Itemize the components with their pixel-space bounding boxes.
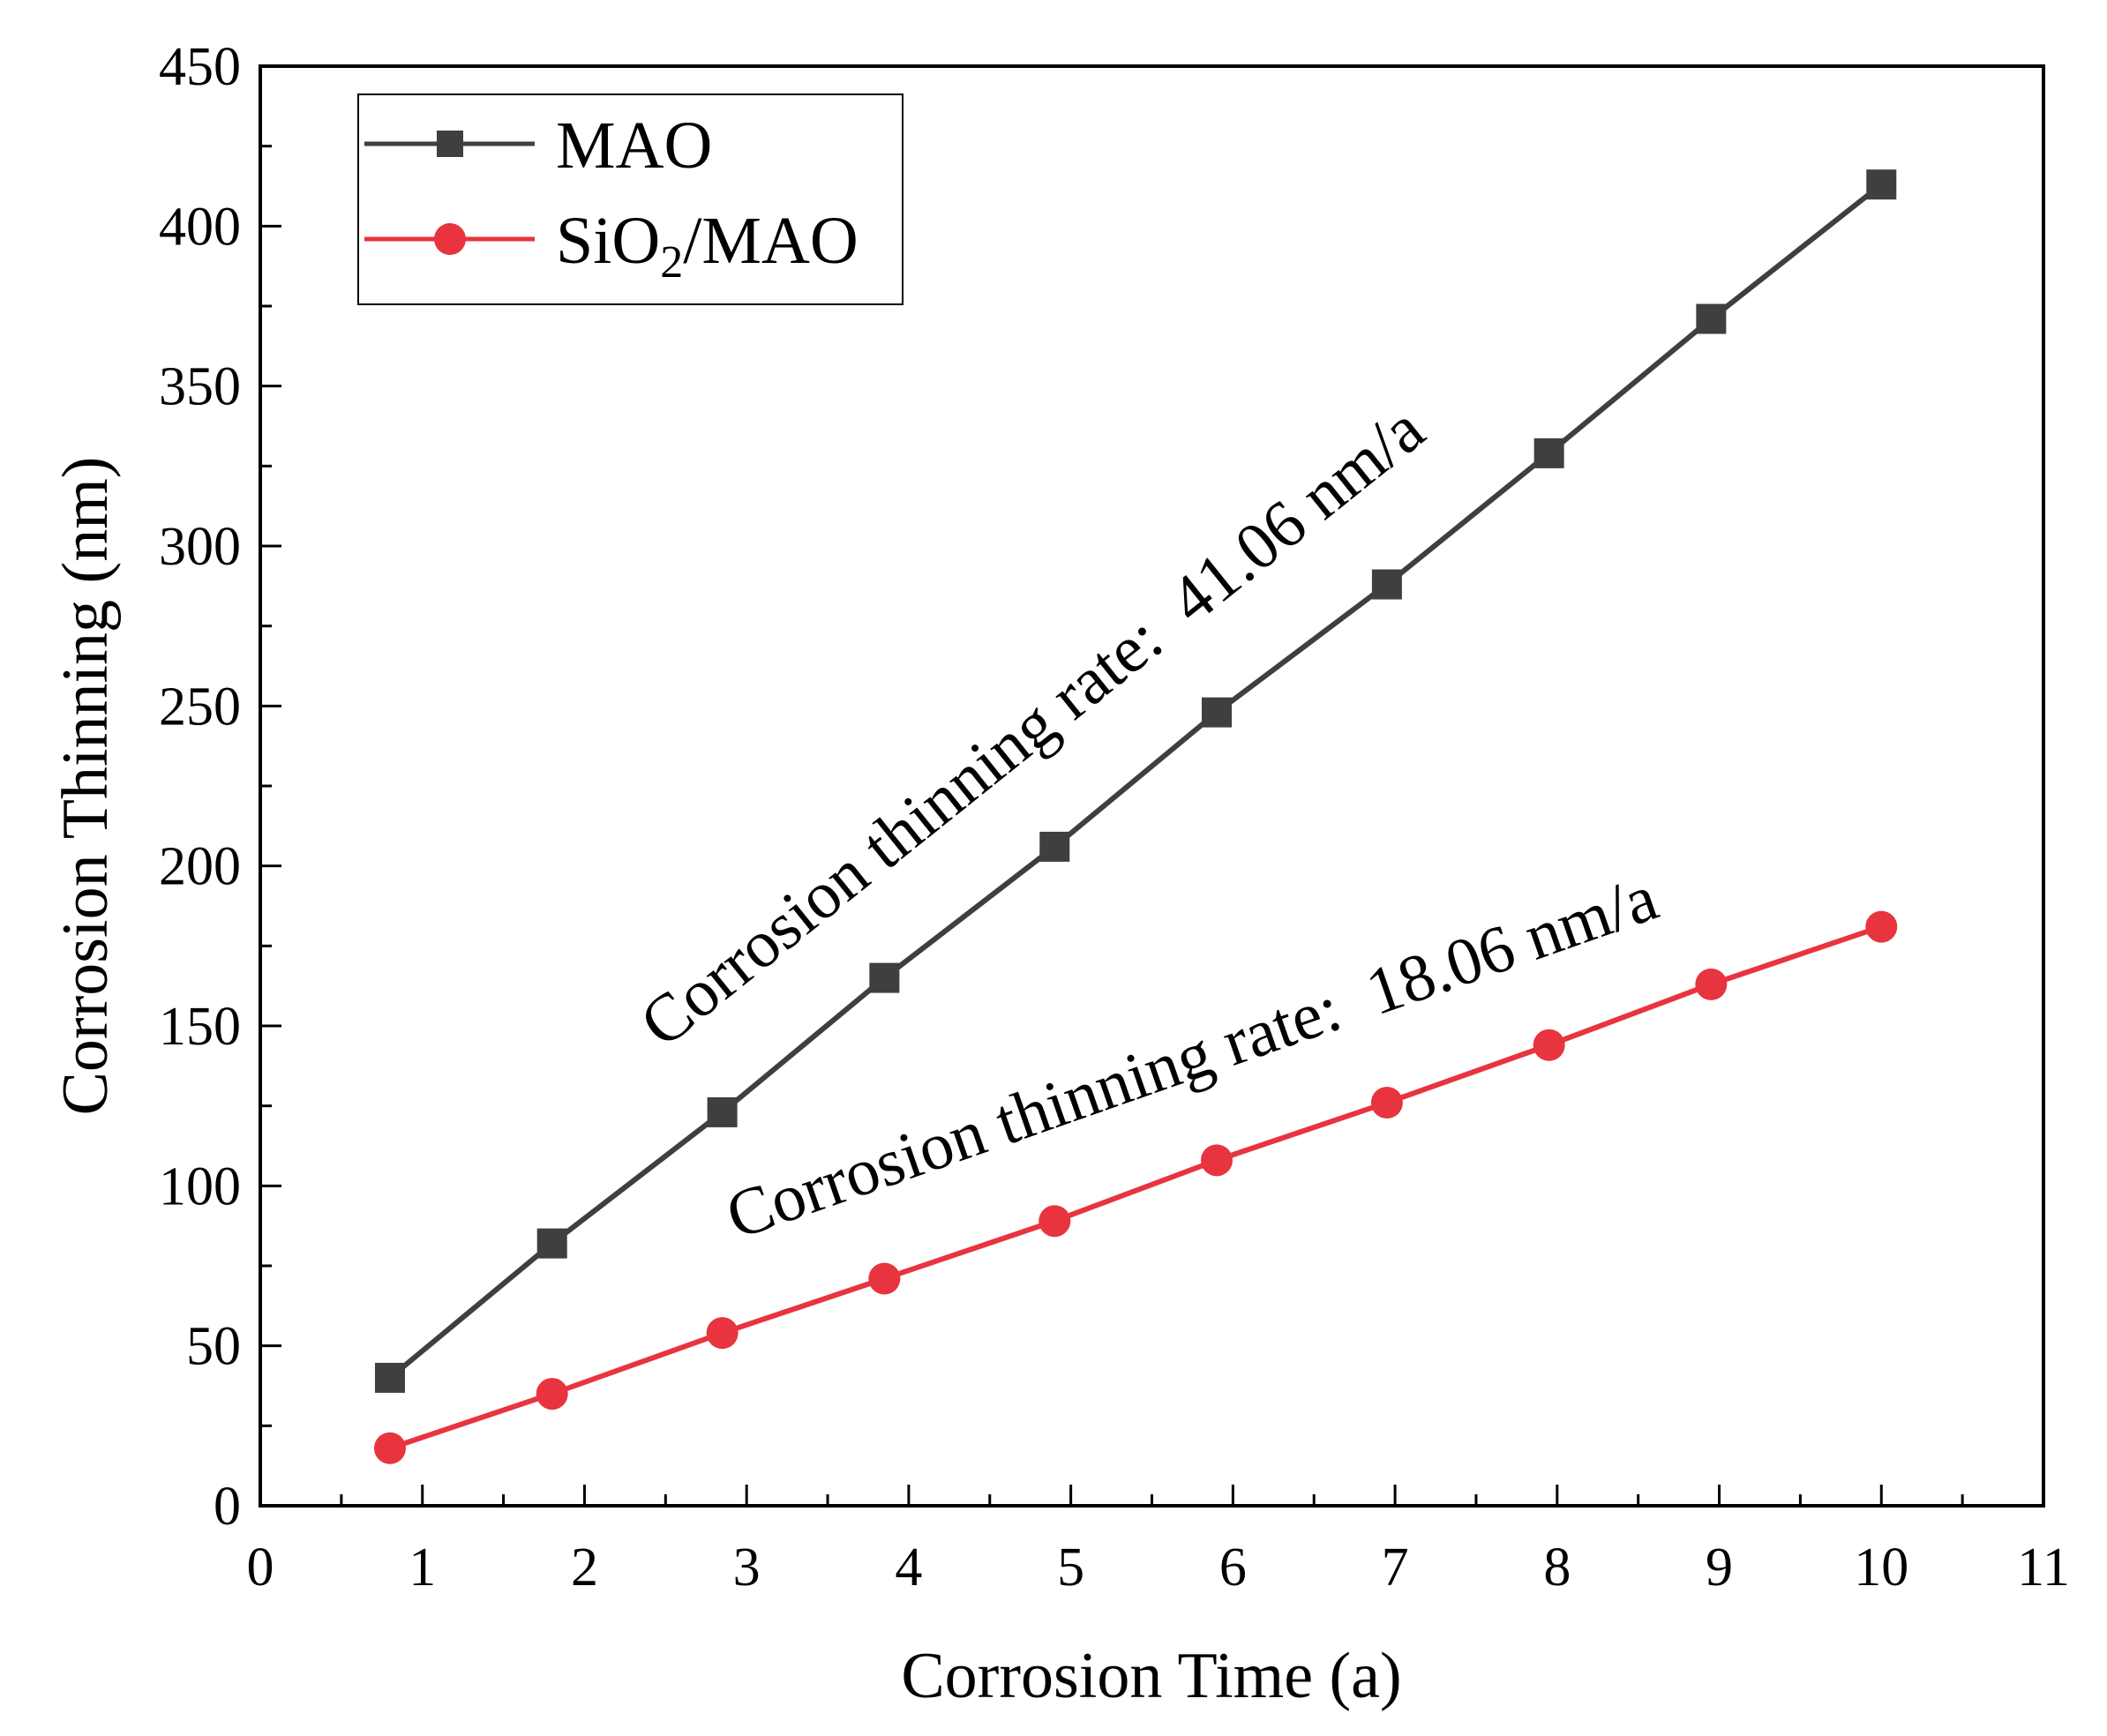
y-tick-label: 250 [159, 677, 241, 737]
x-tick-label: 5 [1057, 1538, 1084, 1598]
series-layer [373, 169, 1898, 1464]
annotation-rate-0: Corrosion thinning rate: 41.06 nm/a [626, 392, 1437, 1061]
data-point [1533, 438, 1564, 468]
data-point [1696, 303, 1727, 334]
legend-box [357, 94, 904, 305]
data-point [536, 1228, 567, 1259]
data-point [1370, 1087, 1403, 1119]
data-point [868, 1262, 901, 1295]
data-point [1695, 968, 1728, 1000]
y-tick-label: 300 [159, 517, 241, 577]
x-tick-label: 7 [1382, 1538, 1409, 1598]
y-tick-label: 100 [159, 1156, 241, 1216]
y-axis-label: Corrosion Thinning (nm) [49, 457, 122, 1116]
data-point [536, 1378, 568, 1410]
data-point [707, 1096, 738, 1127]
y-tick-label: 400 [159, 197, 241, 257]
x-tick-label: 11 [2017, 1538, 2070, 1598]
ticks [259, 64, 2045, 1508]
annotations: Corrosion thinning rate: 41.06 nm/aCorro… [626, 392, 1667, 1253]
series-line-1 [389, 924, 1883, 1451]
data-point [1200, 1144, 1233, 1177]
y-tick-label: 200 [159, 837, 241, 897]
legend-label-sio: SiO [556, 204, 660, 278]
data-point [1865, 910, 1898, 943]
x-tick-label: 3 [733, 1538, 761, 1598]
x-tick-label: 1 [409, 1538, 436, 1598]
x-tick-label: 4 [895, 1538, 922, 1598]
data-point [1201, 697, 1232, 728]
x-tick-label: 6 [1219, 1538, 1247, 1598]
data-point [374, 1362, 405, 1393]
legend-label-mao: MAO [556, 108, 712, 183]
legend-label-suffix: /MAO [683, 204, 858, 278]
data-point [869, 962, 900, 993]
y-tick-label: 150 [159, 997, 241, 1057]
legend-marker-mao [437, 131, 463, 157]
x-tick-label: 10 [1854, 1538, 1908, 1598]
data-point [1039, 1205, 1071, 1238]
y-tick-label: 450 [159, 37, 241, 97]
legend-marker-sio2-mao [434, 223, 466, 255]
data-point [373, 1432, 406, 1464]
legend-label-subscript: 2 [660, 237, 683, 288]
data-point [706, 1317, 739, 1350]
legend: MAO SiO2/MAO [357, 94, 904, 305]
tick-labels: 0 1 2 3 4 5 6 7 8 9 10 11 0 50 100 150 200 250 300 350 400 45… [159, 37, 2070, 1598]
y-tick-label: 50 [186, 1317, 241, 1377]
y-tick-label: 350 [159, 357, 241, 417]
x-tick-label: 0 [247, 1538, 274, 1598]
data-point [1371, 569, 1402, 600]
legend-label-sio2-mao: SiO2/MAO [556, 204, 859, 288]
data-point [1533, 1029, 1565, 1061]
annotation-rate-1: Corrosion thinning rate: 18.06 nm/a [717, 860, 1667, 1253]
y-tick-label: 0 [214, 1477, 241, 1537]
x-tick-label: 9 [1706, 1538, 1733, 1598]
x-tick-label: 8 [1543, 1538, 1571, 1598]
data-point [1866, 169, 1897, 200]
x-tick-label: 2 [571, 1538, 598, 1598]
x-axis-label: Corrosion Time (a) [901, 1640, 1401, 1712]
data-point [1039, 831, 1070, 862]
series-line-0 [388, 182, 1884, 1381]
